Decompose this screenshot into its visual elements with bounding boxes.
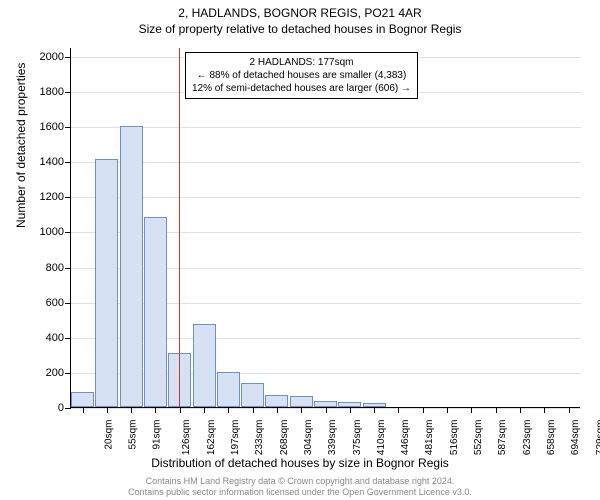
x-tick — [447, 407, 448, 413]
y-tick — [65, 162, 71, 163]
y-axis-label: Number of detached properties — [14, 63, 28, 228]
x-tick-label: 623sqm — [522, 420, 533, 456]
histogram-bar — [217, 372, 240, 407]
y-tick — [65, 127, 71, 128]
x-tick — [155, 407, 156, 413]
y-tick-label: 400 — [46, 332, 64, 344]
x-tick — [350, 407, 351, 413]
chart-area: 20sqm55sqm91sqm126sqm162sqm197sqm233sqm2… — [70, 48, 580, 408]
x-tick — [398, 407, 399, 413]
gridline — [71, 197, 581, 198]
x-tick-label: 162sqm — [206, 420, 217, 456]
y-tick-label: 200 — [46, 367, 64, 379]
histogram-bar — [241, 383, 264, 407]
x-tick-label: 729sqm — [595, 420, 600, 456]
x-tick-label: 516sqm — [449, 420, 460, 456]
x-tick — [180, 407, 181, 413]
y-tick-label: 2000 — [40, 51, 64, 63]
x-tick — [228, 407, 229, 413]
histogram-bar — [193, 324, 216, 407]
annotation-line1: 2 HADLANDS: 177sqm — [192, 56, 411, 69]
y-tick — [65, 268, 71, 269]
x-tick — [374, 407, 375, 413]
footer-attribution: Contains HM Land Registry data © Crown c… — [0, 476, 600, 498]
y-tick — [65, 338, 71, 339]
histogram-bar — [120, 126, 143, 407]
chart-title: Size of property relative to detached ho… — [0, 20, 600, 36]
x-tick-label: 552sqm — [473, 420, 484, 456]
annotation-box: 2 HADLANDS: 177sqm ← 88% of detached hou… — [185, 52, 418, 99]
y-tick — [65, 373, 71, 374]
x-tick — [520, 407, 521, 413]
x-tick-label: 268sqm — [279, 420, 290, 456]
gridline — [71, 127, 581, 128]
y-tick-label: 600 — [46, 297, 64, 309]
histogram-bar — [144, 217, 167, 407]
x-tick — [253, 407, 254, 413]
histogram-bar — [290, 396, 313, 407]
x-tick-label: 55sqm — [127, 420, 138, 450]
footer-line1: Contains HM Land Registry data © Crown c… — [0, 476, 600, 487]
y-tick-label: 1200 — [40, 191, 64, 203]
x-tick — [107, 407, 108, 413]
annotation-line2: ← 88% of detached houses are smaller (4,… — [192, 69, 411, 82]
x-tick — [569, 407, 570, 413]
y-tick — [65, 92, 71, 93]
histogram-bar — [95, 159, 118, 407]
x-tick — [471, 407, 472, 413]
x-tick-label: 197sqm — [230, 420, 241, 456]
x-tick-label: 694sqm — [570, 420, 581, 456]
x-tick-label: 446sqm — [400, 420, 411, 456]
plot: 20sqm55sqm91sqm126sqm162sqm197sqm233sqm2… — [70, 48, 580, 408]
x-tick — [301, 407, 302, 413]
y-tick-label: 1600 — [40, 121, 64, 133]
y-tick — [65, 408, 71, 409]
x-tick-label: 375sqm — [352, 420, 363, 456]
y-tick — [65, 197, 71, 198]
x-tick-label: 481sqm — [424, 420, 435, 456]
y-tick-label: 1400 — [40, 156, 64, 168]
x-tick-label: 339sqm — [327, 420, 338, 456]
x-tick-label: 233sqm — [254, 420, 265, 456]
x-tick — [326, 407, 327, 413]
x-tick-label: 20sqm — [103, 420, 114, 450]
gridline — [71, 162, 581, 163]
x-tick — [496, 407, 497, 413]
chart-supertitle: 2, HADLANDS, BOGNOR REGIS, PO21 4AR — [0, 0, 600, 20]
x-tick — [83, 407, 84, 413]
x-tick-label: 658sqm — [546, 420, 557, 456]
y-tick-label: 1000 — [40, 226, 64, 238]
x-tick — [423, 407, 424, 413]
x-tick-label: 587sqm — [497, 420, 508, 456]
x-tick-label: 410sqm — [376, 420, 387, 456]
y-tick-label: 0 — [58, 402, 64, 414]
histogram-bar — [265, 395, 288, 407]
x-tick — [204, 407, 205, 413]
y-tick — [65, 303, 71, 304]
x-tick-label: 91sqm — [152, 420, 163, 450]
y-tick-label: 1800 — [40, 86, 64, 98]
y-tick-label: 800 — [46, 262, 64, 274]
y-tick — [65, 232, 71, 233]
reference-line — [179, 48, 180, 407]
x-tick — [544, 407, 545, 413]
x-tick-label: 126sqm — [181, 420, 192, 456]
x-tick — [277, 407, 278, 413]
footer-line2: Contains public sector information licen… — [0, 487, 600, 498]
x-tick — [131, 407, 132, 413]
histogram-bar — [71, 392, 94, 407]
y-tick — [65, 57, 71, 58]
x-tick-label: 304sqm — [303, 420, 314, 456]
annotation-line3: 12% of semi-detached houses are larger (… — [192, 82, 411, 95]
x-axis-label: Distribution of detached houses by size … — [0, 456, 600, 470]
